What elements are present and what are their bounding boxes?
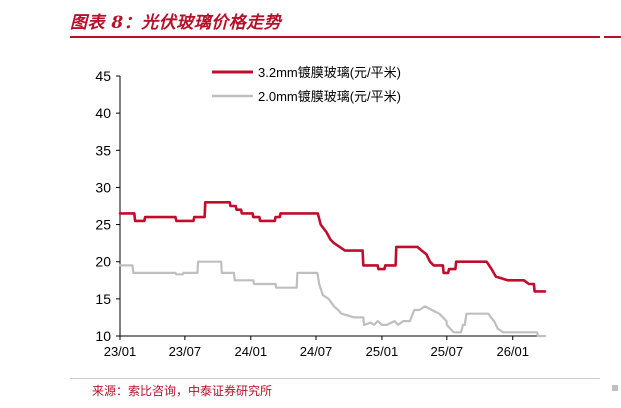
- legend-label-1: 3.2mm镀膜玻璃(元/平米): [258, 65, 401, 80]
- source-divider: [70, 378, 600, 379]
- adjacent-figure-mark: [612, 385, 618, 391]
- y-tick-label: 10: [95, 328, 111, 344]
- y-tick-label: 35: [95, 142, 111, 158]
- x-tick-label: 24/07: [300, 344, 333, 359]
- x-tick-label: 25/07: [431, 344, 464, 359]
- line-chart: 10 15 20 25 30 35 40 45 23/01 23/07 24/01 24/07 25/0…: [95, 65, 547, 359]
- y-tick-label: 25: [95, 217, 111, 233]
- x-tick-label: 23/01: [104, 344, 137, 359]
- y-tick-label: 40: [95, 105, 111, 121]
- figure-title: 图表 8：光伏玻璃价格走势: [70, 13, 282, 33]
- x-tick-label: 26/01: [496, 344, 529, 359]
- y-tick-label: 20: [95, 254, 111, 270]
- y-tick-label: 45: [95, 68, 111, 84]
- series-line-2: [118, 260, 547, 338]
- x-tick-label: 23/07: [169, 344, 202, 359]
- chart-legend: 3.2mm镀膜玻璃(元/平米) 2.0mm镀膜玻璃(元/平米): [212, 65, 401, 104]
- x-tick-label: 24/01: [235, 344, 268, 359]
- chart-series: [118, 201, 547, 338]
- x-tick-label: 25/01: [366, 344, 399, 359]
- y-tick-label: 15: [95, 291, 111, 307]
- title-underline: [70, 36, 600, 38]
- y-tick-label: 30: [95, 179, 111, 195]
- adjacent-figure-underline: [604, 36, 621, 38]
- source-note: 来源：索比咨询，中泰证券研究所: [92, 384, 273, 398]
- chart-axes: 10 15 20 25 30 35 40 45 23/01 23/07 24/01 24/07 25/0…: [95, 68, 545, 359]
- series-line-1: [118, 201, 547, 293]
- legend-label-2: 2.0mm镀膜玻璃(元/平米): [258, 89, 401, 104]
